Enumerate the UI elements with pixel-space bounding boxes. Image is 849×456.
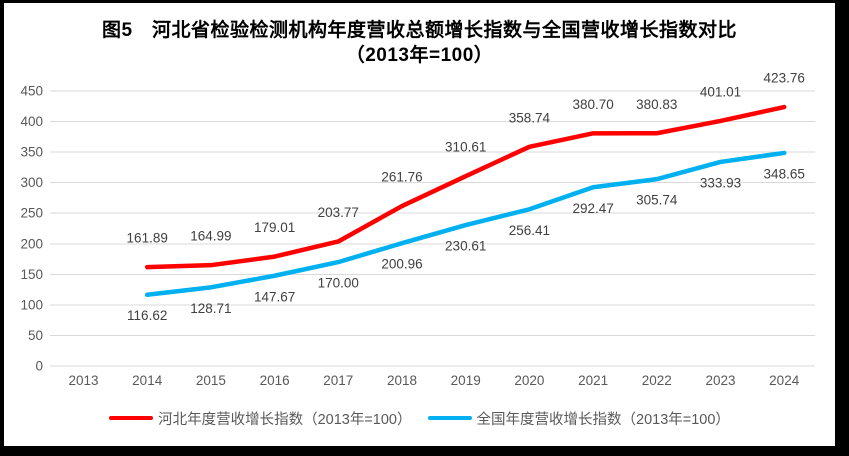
y-tick-label-250: 250 xyxy=(20,206,43,221)
data-label-0-2024: 423.76 xyxy=(764,71,805,86)
data-label-0-2021: 380.70 xyxy=(572,97,613,112)
x-tick-label-2014: 2014 xyxy=(132,373,163,388)
legend-label-national: 全国年度营收增长指数（2013年=100） xyxy=(476,411,730,428)
x-tick-label-2015: 2015 xyxy=(196,373,226,388)
chart-title-line1: 图5 河北省检验检测机构年度营收总额增长指数与全国营收增长指数对比 xyxy=(101,20,738,41)
data-label-1-2014: 116.62 xyxy=(127,308,167,323)
data-label-0-2018: 261.76 xyxy=(381,170,422,185)
legend-item-national[interactable]: 全国年度营收增长指数（2013年=100） xyxy=(427,408,730,429)
y-tick-label-100: 100 xyxy=(20,297,43,312)
y-tick-label-150: 150 xyxy=(20,267,43,282)
chart-title-line2: （2013年=100） xyxy=(345,45,494,66)
data-label-1-2015: 128.71 xyxy=(190,301,231,316)
data-label-0-2022: 380.83 xyxy=(636,97,677,112)
x-tick-label-2022: 2022 xyxy=(642,373,672,388)
y-tick-label-450: 450 xyxy=(20,84,43,99)
data-label-0-2019: 310.61 xyxy=(445,140,486,155)
y-tick-label-350: 350 xyxy=(20,145,43,160)
x-tick-label-2021: 2021 xyxy=(578,373,608,388)
hebei-line-swatch-icon xyxy=(109,415,154,421)
data-label-1-2023: 333.93 xyxy=(700,175,741,190)
data-label-0-2016: 179.01 xyxy=(254,220,295,235)
y-tick-label-300: 300 xyxy=(20,175,43,190)
x-tick-label-2019: 2019 xyxy=(451,373,481,388)
data-label-1-2017: 170.00 xyxy=(318,276,359,291)
data-label-0-2023: 401.01 xyxy=(700,84,741,99)
data-label-1-2024: 348.65 xyxy=(764,166,805,181)
chart-canvas: 图5 河北省检验检测机构年度营收总额增长指数与全国营收增长指数对比 （2013年… xyxy=(4,3,835,446)
series-line-1[interactable] xyxy=(144,150,787,297)
legend-label-hebei: 河北年度营收增长指数（2013年=100） xyxy=(158,411,412,428)
data-label-1-2018: 200.96 xyxy=(381,257,422,272)
legend-item-hebei[interactable]: 河北年度营收增长指数（2013年=100） xyxy=(109,408,412,429)
data-label-0-2020: 358.74 xyxy=(509,110,551,125)
x-tick-label-2013: 2013 xyxy=(68,373,98,388)
y-tick-label-200: 200 xyxy=(20,236,43,251)
data-label-0-2014: 161.89 xyxy=(127,231,168,246)
data-label-0-2017: 203.77 xyxy=(318,205,359,220)
series-line-0[interactable] xyxy=(144,104,787,270)
chart-title: 图5 河北省检验检测机构年度营收总额增长指数与全国营收增长指数对比 （2013年… xyxy=(4,18,835,68)
data-label-1-2016: 147.67 xyxy=(254,289,295,304)
y-tick-label-0: 0 xyxy=(35,359,43,374)
x-tick-label-2018: 2018 xyxy=(387,373,417,388)
x-tick-label-2023: 2023 xyxy=(705,373,735,388)
data-label-1-2022: 305.74 xyxy=(636,193,678,208)
line-chart-plot-area: 0 50 100 150 200 250 300 350 400 450 2013 2014 2015 2… xyxy=(20,71,815,388)
data-label-1-2021: 292.47 xyxy=(572,201,613,216)
x-tick-label-2020: 2020 xyxy=(514,373,544,388)
x-tick-label-2017: 2017 xyxy=(323,373,353,388)
x-tick-label-2024: 2024 xyxy=(769,373,800,388)
y-tick-label-400: 400 xyxy=(20,114,43,129)
y-tick-label-50: 50 xyxy=(28,328,43,343)
x-tick-label-2016: 2016 xyxy=(260,373,290,388)
data-label-0-2015: 164.99 xyxy=(190,229,231,244)
chart-legend: 河北年度营收增长指数（2013年=100） 全国年度营收增长指数（2013年=1… xyxy=(4,406,835,430)
national-line-swatch-icon xyxy=(427,415,472,421)
data-label-1-2020: 256.41 xyxy=(509,223,550,238)
data-label-1-2019: 230.61 xyxy=(445,239,486,254)
